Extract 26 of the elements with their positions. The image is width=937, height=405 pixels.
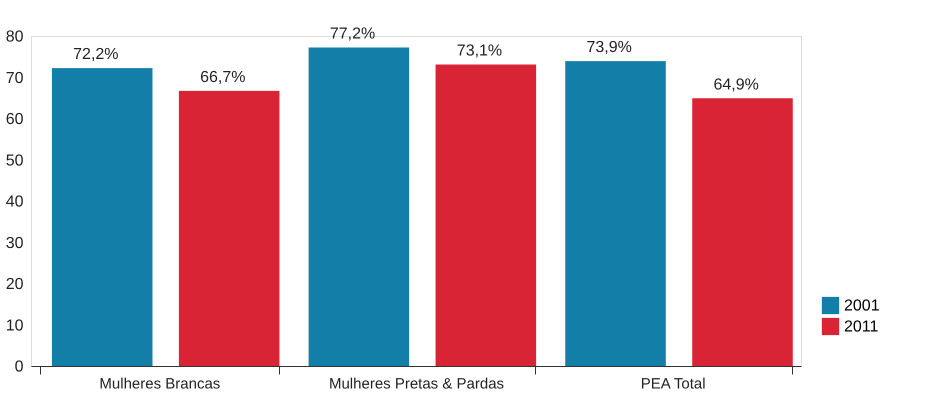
bar bbox=[308, 48, 410, 366]
x-tick-label: PEA Total bbox=[640, 376, 706, 392]
y-tick-label: 80 bbox=[6, 28, 24, 46]
x-tick-label: Mulheres Pretas & Pardas bbox=[328, 376, 504, 392]
data-label: 72,2% bbox=[73, 46, 119, 64]
data-label: 77,2% bbox=[330, 26, 376, 43]
bar bbox=[52, 68, 152, 366]
bar bbox=[178, 90, 280, 366]
y-tick-label: 30 bbox=[6, 234, 24, 252]
data-label: 73,9% bbox=[586, 39, 632, 56]
data-label: 73,1% bbox=[456, 42, 502, 60]
y-tick-label: 50 bbox=[6, 152, 24, 170]
y-tick-label: 0 bbox=[14, 358, 24, 376]
y-tick-label: 60 bbox=[6, 111, 24, 128]
data-label: 66,7% bbox=[200, 68, 246, 86]
bar bbox=[565, 61, 666, 366]
legend-label: 2001 bbox=[844, 298, 880, 314]
x-tick-label: Mulheres Brancas bbox=[99, 376, 220, 392]
bar bbox=[692, 98, 793, 366]
y-tick-label: 10 bbox=[6, 317, 24, 334]
bar bbox=[436, 64, 536, 366]
legend-label: 2011 bbox=[844, 318, 879, 336]
y-tick-label: 20 bbox=[6, 276, 24, 293]
y-tick-label: 40 bbox=[6, 194, 24, 210]
data-label: 64,9% bbox=[713, 76, 759, 94]
y-tick-label: 70 bbox=[6, 70, 24, 87]
